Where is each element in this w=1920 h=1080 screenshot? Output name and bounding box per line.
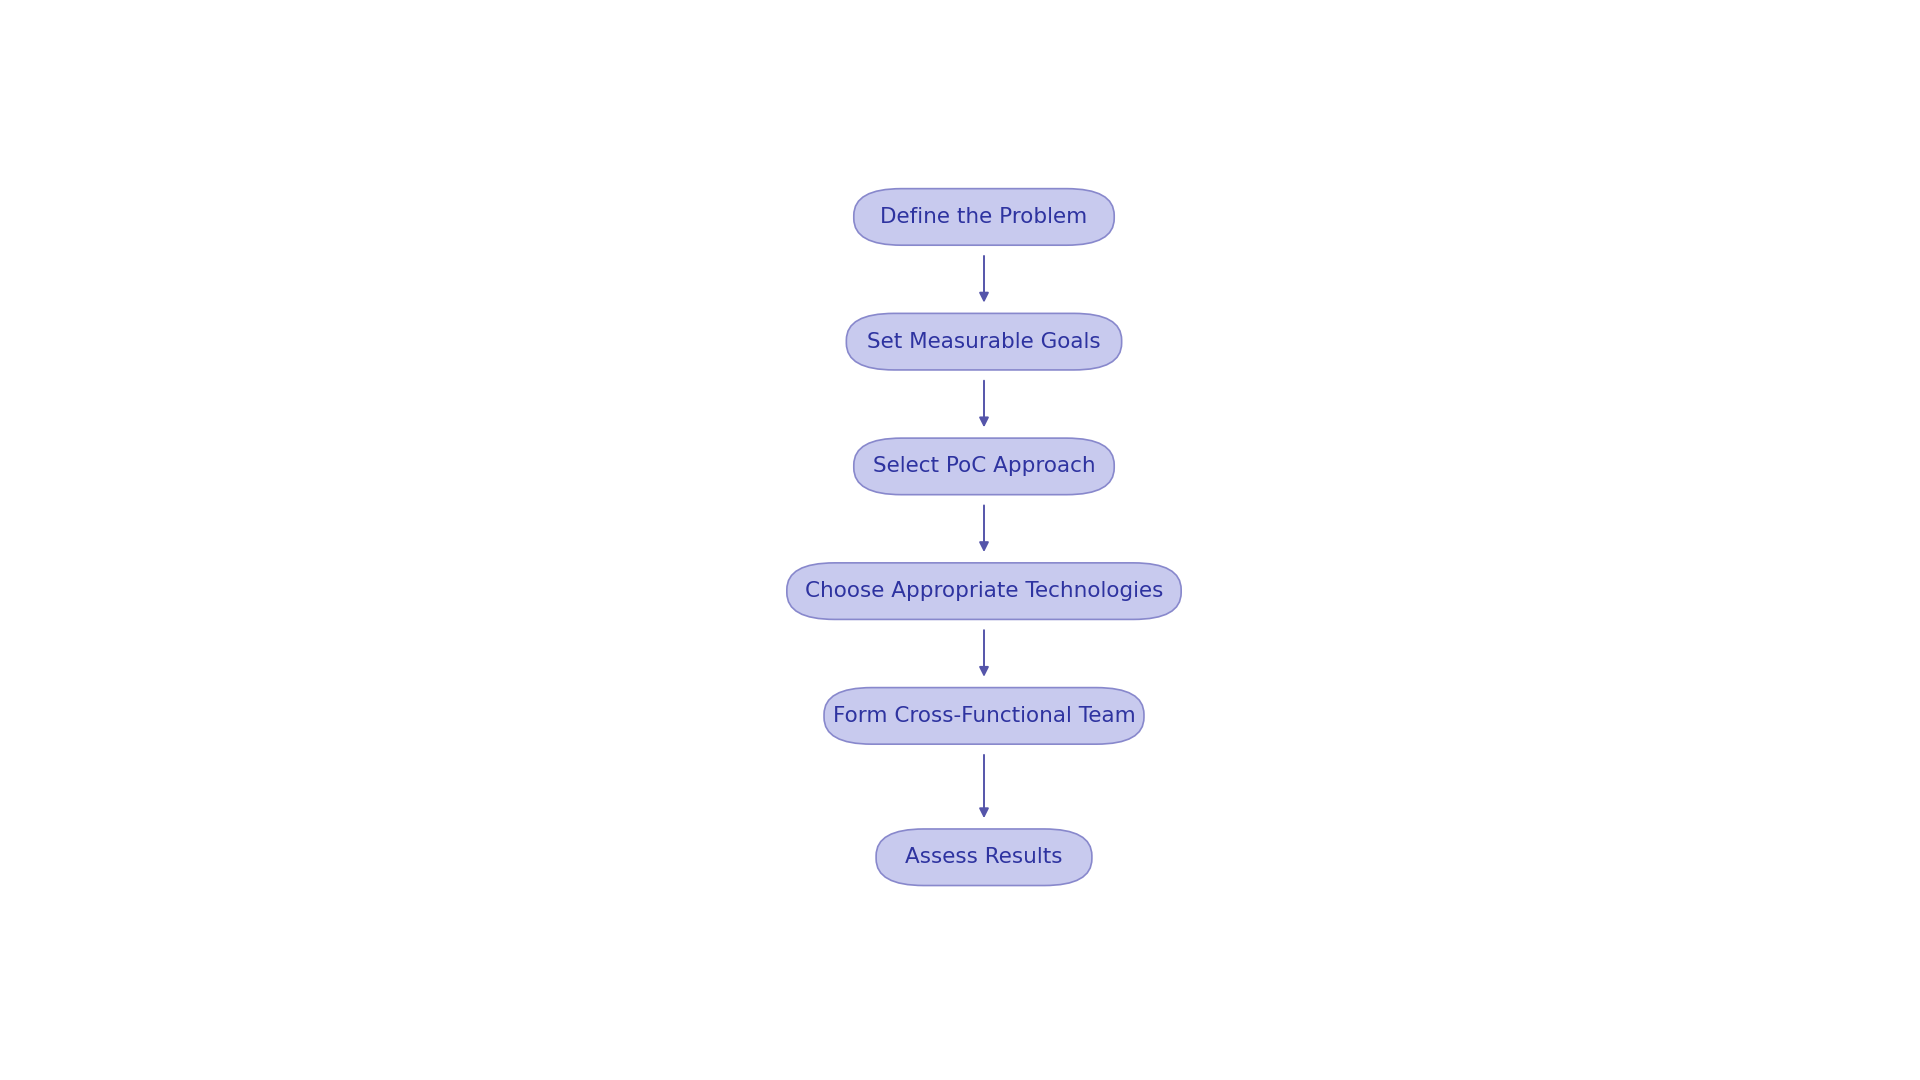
Text: Choose Appropriate Technologies: Choose Appropriate Technologies [804, 581, 1164, 602]
FancyBboxPatch shape [824, 688, 1144, 744]
Text: Set Measurable Goals: Set Measurable Goals [868, 332, 1100, 352]
Text: Select PoC Approach: Select PoC Approach [874, 457, 1094, 476]
FancyBboxPatch shape [787, 563, 1181, 620]
Text: Form Cross-Functional Team: Form Cross-Functional Team [833, 706, 1135, 726]
FancyBboxPatch shape [854, 438, 1114, 495]
FancyBboxPatch shape [847, 313, 1121, 370]
Text: Assess Results: Assess Results [904, 847, 1064, 867]
FancyBboxPatch shape [876, 829, 1092, 886]
FancyBboxPatch shape [854, 189, 1114, 245]
Text: Define the Problem: Define the Problem [881, 207, 1087, 227]
